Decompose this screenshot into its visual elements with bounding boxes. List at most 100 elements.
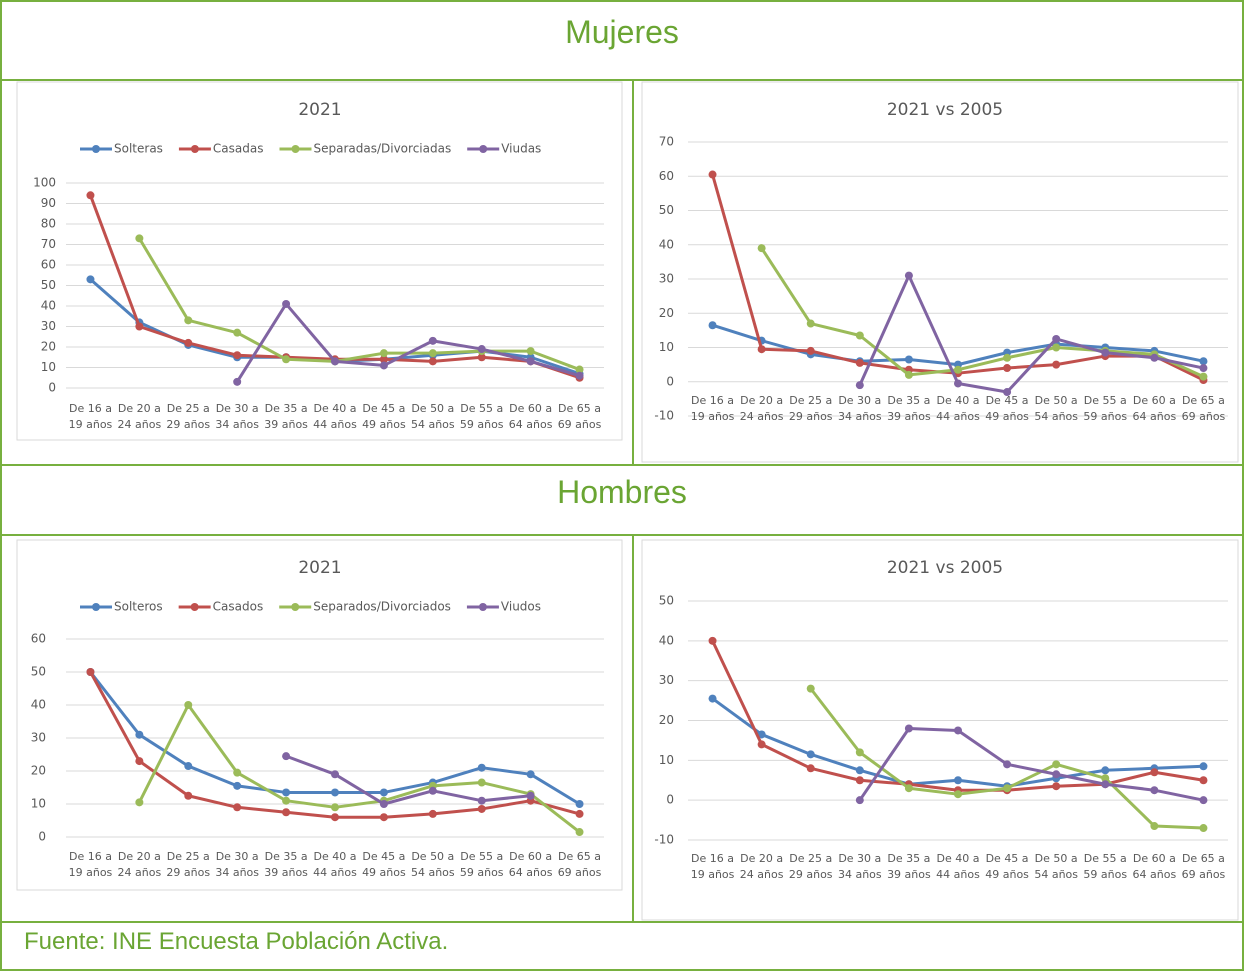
data-point <box>233 781 242 790</box>
data-point <box>1199 372 1208 381</box>
data-point <box>1003 388 1012 397</box>
data-point <box>135 322 144 331</box>
data-point <box>1101 774 1110 783</box>
chart-title: 2021 vs 2005 <box>887 558 1003 578</box>
legend-marker <box>479 145 488 153</box>
x-tick-label: De 50 a 54 años <box>1034 394 1078 423</box>
x-tick-label: De 65 a 69 años <box>557 850 602 879</box>
series-line <box>235 302 580 383</box>
data-point <box>855 766 864 775</box>
x-tick-label: De 40 a 44 años <box>936 394 980 423</box>
y-tick-label: 50 <box>659 594 674 608</box>
data-point <box>233 328 242 337</box>
x-tick-label: De 55 a 59 años <box>1083 852 1128 881</box>
data-point <box>526 791 535 800</box>
data-point <box>757 740 766 749</box>
data-point <box>1052 770 1061 779</box>
x-tick-label: De 20 a 24 años <box>739 394 784 423</box>
y-tick-label: 90 <box>41 196 56 210</box>
y-tick-label: 30 <box>659 272 674 286</box>
data-point <box>1052 760 1061 769</box>
data-point <box>1150 353 1159 362</box>
data-point <box>954 365 962 374</box>
data-point <box>379 813 388 822</box>
data-point <box>757 244 766 253</box>
x-tick-label: De 40 a 44 años <box>936 852 980 881</box>
data-point <box>1150 822 1159 831</box>
series-line <box>711 697 1204 788</box>
x-tick-label: De 16 a 19 años <box>68 402 113 431</box>
data-point <box>233 377 242 386</box>
data-point <box>708 321 717 330</box>
data-point <box>1199 824 1208 833</box>
data-point <box>855 331 864 340</box>
legend-marker <box>478 603 487 611</box>
x-tick-label: De 35 a 39 años <box>887 394 931 423</box>
data-point <box>1101 348 1110 357</box>
y-tick-label: 70 <box>41 237 56 251</box>
chart-frame <box>641 539 1239 921</box>
x-tick-label: De 50 a 54 años <box>410 402 455 431</box>
data-point <box>331 803 339 812</box>
chart-title: 2021 <box>298 100 341 120</box>
data-point <box>855 776 864 785</box>
y-tick-label: 20 <box>659 306 674 320</box>
x-tick-label: De 16 a 19 años <box>68 850 113 879</box>
data-point <box>331 770 339 779</box>
data-point <box>233 803 242 812</box>
data-point <box>477 796 486 805</box>
y-tick-label: 40 <box>659 237 674 251</box>
data-point <box>855 748 864 757</box>
x-tick-label: De 30 a 34 años <box>837 394 882 423</box>
data-point <box>184 701 193 709</box>
x-tick-label: De 50 a 54 años <box>1034 852 1078 881</box>
source-note: Fuente: INE Encuesta Población Activa. <box>24 928 449 955</box>
data-point <box>806 346 815 355</box>
data-point <box>1003 364 1012 373</box>
y-tick-label: 0 <box>48 381 56 395</box>
series-line <box>858 726 1204 802</box>
data-point <box>477 778 486 787</box>
x-tick-label: De 20 a 24 años <box>117 402 162 431</box>
y-tick-label: 80 <box>41 217 56 231</box>
x-tick-label: De 60 a 64 años <box>1132 852 1177 881</box>
x-tick-label: De 55 a 59 años <box>459 850 504 879</box>
data-point <box>331 788 339 797</box>
section-title: Mujeres <box>565 14 679 50</box>
data-point <box>379 361 388 370</box>
y-tick-label: -10 <box>654 833 674 847</box>
data-point <box>1199 357 1208 366</box>
y-tick-label: 0 <box>38 830 46 844</box>
data-point <box>904 271 913 280</box>
data-point <box>379 788 388 797</box>
data-point <box>1003 784 1012 793</box>
data-point <box>855 796 864 805</box>
legend-label: Separados/Divorciados <box>313 600 451 614</box>
x-tick-label: De 45 a 49 años <box>985 394 1029 423</box>
x-tick-label: De 60 a 64 años <box>508 402 553 431</box>
data-point <box>526 357 535 366</box>
data-point <box>954 776 962 785</box>
chart-frame <box>16 539 623 891</box>
data-point <box>526 770 535 779</box>
y-tick-label: 10 <box>659 340 674 354</box>
data-point <box>428 786 437 795</box>
legend-marker <box>92 145 100 153</box>
data-point <box>1101 766 1110 775</box>
x-tick-label: De 30 a 34 años <box>215 402 259 431</box>
y-tick-label: 30 <box>41 319 56 333</box>
y-tick-label: 100 <box>33 176 56 190</box>
data-point <box>708 694 717 703</box>
data-point <box>282 808 291 817</box>
data-point <box>855 381 864 390</box>
data-point <box>1052 360 1061 369</box>
legend-marker <box>291 603 300 611</box>
y-tick-label: -10 <box>654 409 674 423</box>
y-tick-label: 50 <box>659 203 674 217</box>
x-tick-label: De 16 a 19 años <box>690 852 735 881</box>
legend-marker <box>190 145 199 153</box>
y-tick-label: 10 <box>41 360 56 374</box>
y-tick-label: 10 <box>31 797 46 811</box>
